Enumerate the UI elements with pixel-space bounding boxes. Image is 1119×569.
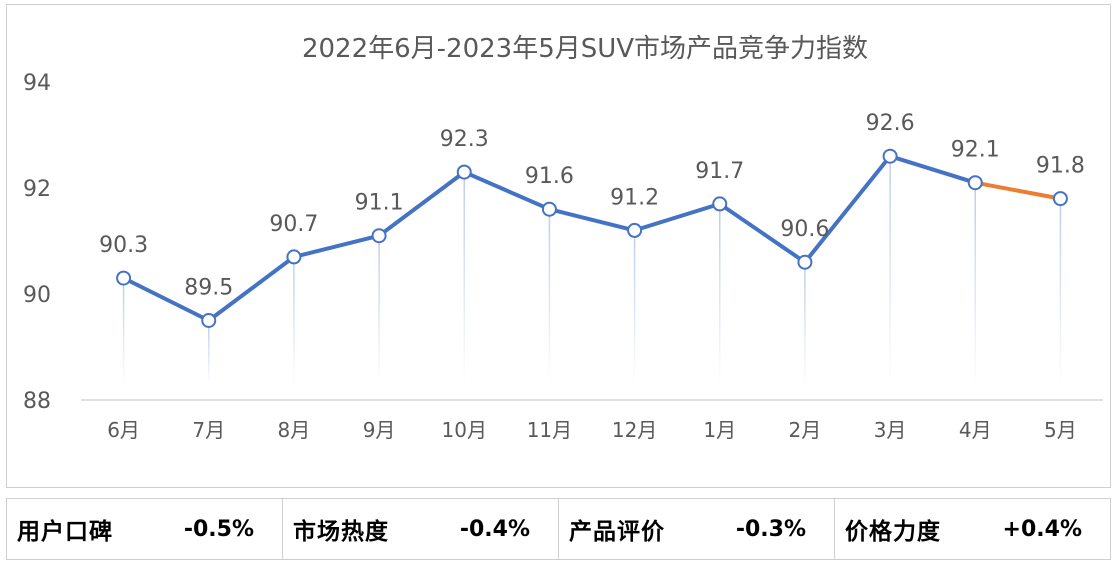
data-point <box>1052 191 1068 207</box>
data-label: 90.7 <box>269 212 318 237</box>
y-tick-label: 94 <box>23 71 51 96</box>
data-point <box>286 249 302 265</box>
metric-label: 市场热度 <box>293 519 389 545</box>
line-segment <box>291 233 382 259</box>
data-label: 89.5 <box>184 276 233 301</box>
line-segment <box>632 201 722 233</box>
drop-line <box>719 203 721 386</box>
data-point <box>882 148 898 164</box>
data-label: 91.8 <box>1036 154 1085 179</box>
x-tick-label: 7月 <box>192 418 225 442</box>
x-tick-label: 2月 <box>789 418 822 442</box>
drop-line <box>633 230 636 386</box>
metric-label: 产品评价 <box>569 519 665 545</box>
metric-value: -0.5% <box>183 516 254 542</box>
x-tick-label: 3月 <box>874 418 907 442</box>
x-tick-label: 4月 <box>959 418 992 442</box>
x-tick-label: 11月 <box>527 418 572 442</box>
line-segment <box>547 207 637 233</box>
data-label: 91.7 <box>695 159 744 184</box>
x-tick-label: 8月 <box>278 418 311 442</box>
x-tick-label: 9月 <box>363 418 396 442</box>
drop-line <box>974 182 976 386</box>
line-segment <box>802 154 893 265</box>
data-point <box>967 175 983 191</box>
data-point <box>201 313 217 328</box>
chart-title: 2022年6月-2023年5月SUV市场产品竞争力指数 <box>302 34 868 64</box>
metric-label: 用户口碑 <box>17 519 113 545</box>
data-point <box>371 228 387 244</box>
data-label: 92.3 <box>440 127 489 152</box>
metric-market-heat: 市场热度 -0.4% <box>283 499 559 559</box>
drop-line <box>1059 198 1062 386</box>
drop-line <box>293 256 295 386</box>
drop-line <box>889 156 891 386</box>
drop-line <box>378 235 380 386</box>
x-tick-label: 10月 <box>442 418 487 442</box>
drop-line <box>122 278 125 386</box>
chart-frame: 2022年6月-2023年5月SUV市场产品竞争力指数 88 90 92 94 90.… <box>6 4 1111 488</box>
metric-label: 价格力度 <box>845 519 941 545</box>
metrics-bar: 用户口碑 -0.5% 市场热度 -0.4% 产品评价 -0.3% 价格力度 +0… <box>6 498 1111 560</box>
y-tick-label: 90 <box>23 283 51 308</box>
line-segment <box>888 154 978 185</box>
metric-user-reputation: 用户口碑 -0.5% <box>7 499 283 559</box>
y-tick-label: 92 <box>23 177 51 202</box>
metric-price-strength: 价格力度 +0.4% <box>835 499 1110 559</box>
metric-value: -0.3% <box>735 516 806 542</box>
line-segment <box>377 170 467 238</box>
line-segment <box>206 254 296 323</box>
data-label: 92.1 <box>951 138 1000 163</box>
data-label: 90.6 <box>780 217 829 242</box>
data-point <box>712 196 728 212</box>
x-tick-label: 12月 <box>612 418 657 442</box>
metric-value: -0.4% <box>459 516 530 542</box>
data-point <box>541 201 557 217</box>
drop-line <box>208 320 210 386</box>
data-point <box>797 254 813 270</box>
data-label: 90.3 <box>99 233 148 258</box>
x-tick-label: 6月 <box>107 418 140 442</box>
line-segment <box>717 201 807 265</box>
data-point <box>456 164 472 180</box>
data-point <box>116 270 132 286</box>
line-segment <box>121 276 211 323</box>
data-label: 91.1 <box>355 191 404 216</box>
data-label: 92.6 <box>866 111 915 136</box>
line-chart: 2022年6月-2023年5月SUV市场产品竞争力指数 88 90 92 94 90.… <box>23 34 1103 442</box>
drop-line <box>463 172 465 386</box>
x-tick-label: 1月 <box>703 418 736 442</box>
metric-value: +0.4% <box>1002 516 1082 542</box>
data-label: 91.2 <box>610 185 659 210</box>
metric-product-rating: 产品评价 -0.3% <box>559 499 835 559</box>
drop-line <box>804 262 806 386</box>
line-segment <box>462 170 552 212</box>
data-label: 91.6 <box>525 164 574 189</box>
x-tick-label: 5月 <box>1044 418 1077 442</box>
y-tick-label: 88 <box>23 389 51 414</box>
highlight-segment <box>973 180 1063 201</box>
data-point <box>627 222 643 238</box>
drop-line <box>548 209 551 386</box>
